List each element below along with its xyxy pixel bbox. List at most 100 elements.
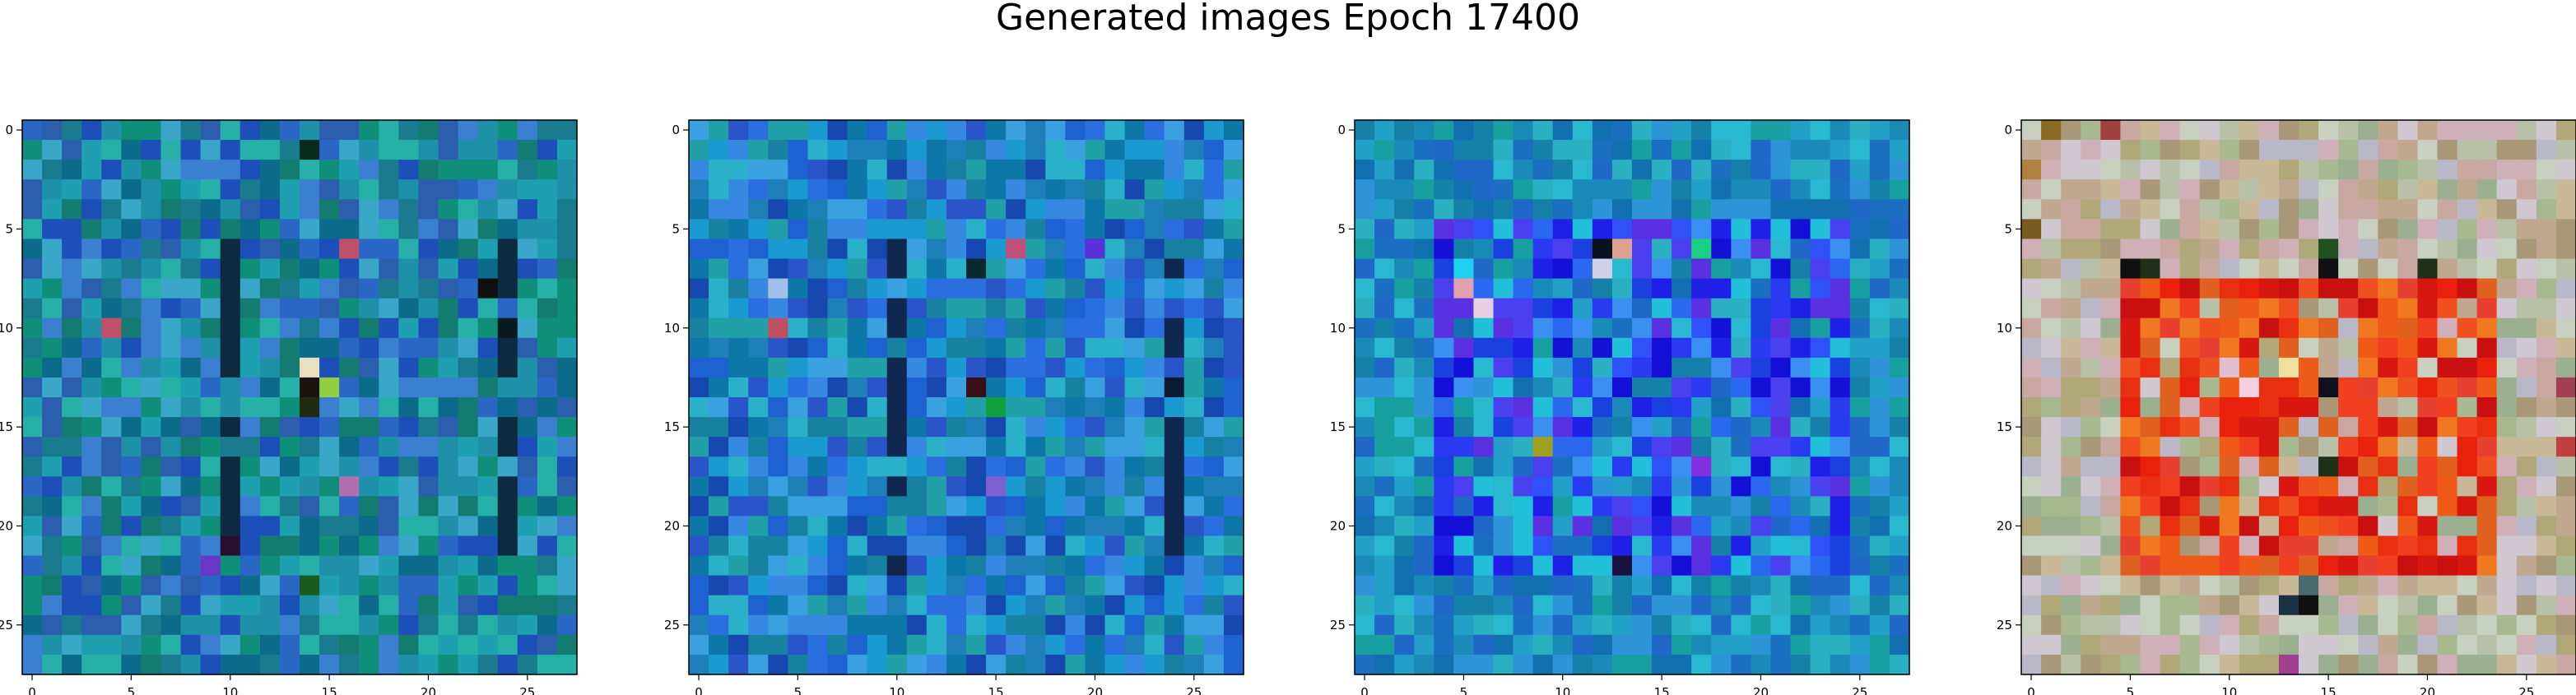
image-pixel [2160, 357, 2181, 378]
image-pixel [867, 575, 888, 596]
image-pixel [1144, 120, 1165, 141]
image-pixel [709, 258, 729, 280]
image-pixel [2061, 258, 2081, 280]
image-pixel [1611, 179, 1633, 200]
image-pixel [497, 456, 518, 477]
image-pixel [689, 377, 709, 398]
image-pixel [1374, 496, 1395, 517]
image-pixel [1006, 437, 1026, 457]
image-pixel [2239, 476, 2260, 497]
image-pixel [1203, 219, 1225, 240]
image-pixel [1849, 258, 1871, 280]
image-pixel [259, 476, 281, 497]
image-pixel [1889, 397, 1910, 418]
image-pixel [1085, 278, 1106, 299]
image-pixel [1473, 595, 1495, 616]
image-pixel [2061, 219, 2081, 240]
image-pixel [239, 397, 261, 418]
image-pixel [1006, 417, 1026, 438]
image-pixel [2476, 516, 2498, 537]
image-pixel [906, 199, 928, 220]
image-pixel [517, 120, 538, 141]
image-pixel [2397, 437, 2419, 457]
image-pixel [2496, 278, 2518, 299]
image-pixel [418, 140, 439, 160]
image-pixel [121, 160, 142, 180]
image-pixel [2041, 516, 2062, 537]
image-pixel [1374, 516, 1395, 537]
image-pixel [121, 476, 142, 497]
image-pixel [2338, 555, 2359, 577]
image-pixel [1065, 219, 1086, 240]
image-pixel [1473, 278, 1495, 299]
image-pixel [1611, 337, 1633, 359]
image-pixel [1434, 160, 1454, 180]
image-pixel [709, 456, 729, 477]
image-pixel [2397, 160, 2419, 180]
image-pixel [2199, 179, 2220, 200]
image-pixel [1164, 456, 1185, 477]
image-pixel [709, 496, 729, 517]
image-pixel [1104, 496, 1126, 517]
image-pixel [497, 377, 518, 398]
image-pixel [1513, 120, 1534, 141]
image-pixel [438, 317, 459, 339]
image-pixel [1434, 337, 1454, 359]
y-tick-label: 10 [1330, 321, 1346, 336]
image-pixel [1453, 614, 1475, 636]
image-pixel [1869, 535, 1890, 557]
image-pixel [319, 614, 340, 636]
image-pixel [2160, 179, 2181, 200]
image-pixel [847, 437, 868, 457]
image-pixel [986, 140, 1007, 160]
image-pixel [2318, 298, 2339, 319]
image-pixel [438, 219, 459, 240]
image-pixel [966, 179, 987, 200]
image-pixel [2299, 120, 2319, 141]
image-pixel [239, 239, 261, 260]
image-pixel [359, 278, 379, 299]
image-pixel [1025, 516, 1046, 537]
image-pixel [2278, 120, 2299, 141]
image-pixel [1672, 219, 1692, 240]
image-pixel [1065, 496, 1086, 517]
image-pixel [2179, 160, 2201, 180]
image-pixel [1065, 160, 1086, 180]
image-pixel [2140, 120, 2161, 141]
image-pixel [2457, 634, 2478, 656]
image-pixel [339, 456, 360, 477]
image-pixel [926, 476, 947, 497]
image-pixel [1830, 160, 1851, 180]
image-pixel [200, 337, 221, 359]
image-pixel [827, 278, 849, 299]
image-pixel [1711, 179, 1732, 200]
image-pixel [1374, 298, 1395, 319]
image-pixel [2021, 298, 2042, 319]
image-pixel [867, 199, 888, 220]
image-pixel [1414, 634, 1434, 656]
image-pixel [556, 654, 578, 675]
image-pixel [200, 317, 221, 339]
image-pixel [1104, 298, 1126, 319]
image-pixel [886, 377, 908, 398]
image-pixel [1632, 278, 1653, 299]
image-pixel [906, 278, 928, 299]
image-pixel [1453, 417, 1475, 438]
image-pixel [1164, 278, 1185, 299]
image-pixel [2338, 219, 2359, 240]
image-pixel [986, 219, 1007, 240]
image-pixel [966, 437, 987, 457]
image-pixel [2496, 298, 2518, 319]
image-pixel [279, 456, 300, 477]
image-pixel [2397, 317, 2419, 339]
image-pixel [1611, 417, 1633, 438]
image-pixel [200, 555, 221, 577]
image-pixel [517, 317, 538, 339]
image-pixel [1473, 496, 1495, 517]
image-pixel [1513, 298, 1534, 319]
image-pixel [1532, 140, 1554, 160]
image-pixel [1183, 516, 1205, 537]
image-pixel [1532, 575, 1554, 596]
image-pixel [1691, 496, 1712, 517]
